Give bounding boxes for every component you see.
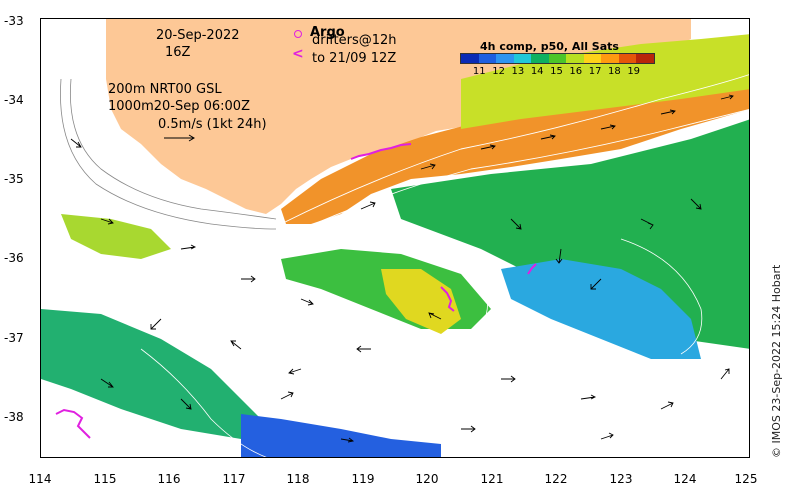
contour-label-200m: 200m NRT00 GSL xyxy=(108,82,222,97)
colorbar-swatch xyxy=(531,54,549,63)
colorbar-swatch xyxy=(636,54,655,63)
argo-tracks xyxy=(55,143,537,439)
streamline-1 xyxy=(280,74,749,225)
x-tick-label: 119 xyxy=(351,472,375,486)
sst-yellow-band xyxy=(461,34,749,129)
colorbar-swatch xyxy=(513,54,532,63)
streamline-5 xyxy=(620,238,703,355)
sst-map-graphic xyxy=(41,19,749,457)
sst-blue-south xyxy=(241,414,441,457)
y-tick-label: -33 xyxy=(4,14,24,28)
x-tick-label: 115 xyxy=(93,472,117,486)
x-tick-label: 114 xyxy=(28,472,52,486)
colorbar-swatch xyxy=(601,54,619,63)
y-tick-label: -35 xyxy=(4,172,24,186)
y-tick-label: -36 xyxy=(4,251,24,265)
colorbar-tick-label: 11 xyxy=(472,66,486,77)
colorbar-tick-label: 17 xyxy=(588,66,602,77)
colorbar-swatch xyxy=(566,54,584,63)
colorbar-tick-label: 13 xyxy=(511,66,525,77)
colorbar-swatch xyxy=(478,54,497,63)
sst-lime-west xyxy=(61,214,171,259)
y-tick-label: -37 xyxy=(4,331,24,345)
date-label: 20-Sep-2022 xyxy=(156,28,240,43)
streamline-3 xyxy=(140,348,267,457)
time-label: 16Z xyxy=(165,45,191,60)
x-tick-label: 118 xyxy=(286,472,310,486)
colorbar-ticks: 11 12 13 14 15 16 17 18 19 xyxy=(460,66,653,78)
colorbar-title: 4h comp, p50, All Sats xyxy=(480,40,619,53)
colorbar-swatch xyxy=(461,54,479,63)
colorbar-swatch xyxy=(583,54,602,63)
x-tick-label: 121 xyxy=(480,472,504,486)
x-tick-label: 124 xyxy=(673,472,697,486)
credit-label: © IMOS 23-Sep-2022 15:24 Hobart xyxy=(770,264,783,458)
sst-yellow-mid xyxy=(381,269,461,334)
argo-circle-icon xyxy=(294,30,302,38)
contour-1000m xyxy=(60,78,277,230)
colorbar-swatch xyxy=(496,54,514,63)
colorbar-tick-label: 19 xyxy=(627,66,641,77)
colorbar-tick-label: 18 xyxy=(608,66,621,77)
streamline-4 xyxy=(420,248,488,360)
x-tick-label: 116 xyxy=(157,472,181,486)
y-tick-label: -38 xyxy=(4,410,24,424)
sst-green-southwest xyxy=(41,309,271,439)
colorbar-swatch xyxy=(618,54,637,63)
sst-cyan-south xyxy=(501,259,701,359)
x-tick-label: 122 xyxy=(544,472,568,486)
y-tick-label: -34 xyxy=(4,93,24,107)
argo-drifters-label: drifters@12h xyxy=(312,33,397,48)
colorbar-tick-label: 14 xyxy=(530,66,544,77)
argo-track-icon: < xyxy=(292,46,304,62)
sst-map[interactable] xyxy=(40,18,750,458)
colorbar-tick-label: 16 xyxy=(569,66,583,77)
scale-label: 0.5m/s (1kt 24h) xyxy=(158,117,267,132)
argo-title: Argo xyxy=(310,25,345,40)
colorbar-swatch xyxy=(548,54,567,63)
colorbar-tick-label: 12 xyxy=(492,66,505,77)
x-tick-label: 120 xyxy=(415,472,439,486)
colorbar-tick-label: 15 xyxy=(550,66,563,77)
x-tick-label: 125 xyxy=(734,472,758,486)
streamline-2 xyxy=(290,109,749,235)
x-tick-label: 117 xyxy=(222,472,246,486)
current-arrows xyxy=(70,94,734,443)
x-tick-label: 123 xyxy=(609,472,633,486)
scale-arrow-icon xyxy=(164,134,195,142)
contour-label-1000m: 1000m20-Sep 06:00Z xyxy=(108,99,250,114)
contour-200m xyxy=(70,78,277,220)
colorbar xyxy=(460,53,655,64)
argo-period-label: to 21/09 12Z xyxy=(312,51,397,66)
